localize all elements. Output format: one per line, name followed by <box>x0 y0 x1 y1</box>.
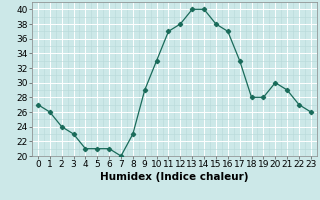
X-axis label: Humidex (Indice chaleur): Humidex (Indice chaleur) <box>100 172 249 182</box>
